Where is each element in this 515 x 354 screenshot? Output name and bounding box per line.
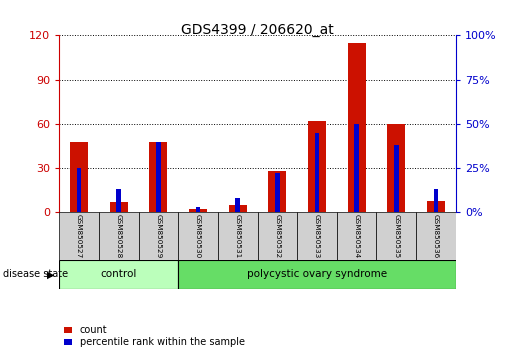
- Bar: [434, 189, 438, 212]
- Bar: [229, 205, 247, 212]
- Bar: [196, 207, 200, 212]
- Text: GSM850529: GSM850529: [156, 214, 161, 258]
- Text: GSM850530: GSM850530: [195, 214, 201, 258]
- Text: polycystic ovary syndrome: polycystic ovary syndrome: [247, 269, 387, 279]
- Bar: [178, 212, 218, 260]
- Text: GSM850536: GSM850536: [433, 214, 439, 258]
- Bar: [218, 212, 258, 260]
- Bar: [178, 260, 456, 289]
- Text: GSM850535: GSM850535: [393, 214, 399, 258]
- Bar: [308, 121, 326, 212]
- Text: GSM850531: GSM850531: [235, 214, 241, 258]
- Bar: [110, 202, 128, 212]
- Bar: [156, 142, 161, 212]
- Text: GDS4399 / 206620_at: GDS4399 / 206620_at: [181, 23, 334, 37]
- Bar: [77, 168, 81, 212]
- Text: control: control: [100, 269, 137, 279]
- Bar: [258, 212, 297, 260]
- Bar: [268, 171, 286, 212]
- Bar: [416, 212, 456, 260]
- Bar: [149, 142, 167, 212]
- Bar: [348, 43, 366, 212]
- Text: GSM850533: GSM850533: [314, 214, 320, 258]
- Bar: [376, 212, 416, 260]
- Text: GSM850527: GSM850527: [76, 214, 82, 258]
- Text: disease state: disease state: [3, 269, 67, 279]
- Bar: [275, 173, 280, 212]
- Text: ▶: ▶: [46, 270, 54, 280]
- Text: GSM850528: GSM850528: [116, 214, 122, 258]
- Bar: [59, 212, 99, 260]
- Bar: [189, 210, 207, 212]
- Bar: [235, 198, 240, 212]
- Bar: [59, 260, 178, 289]
- Bar: [427, 201, 445, 212]
- Bar: [387, 124, 405, 212]
- Text: GSM850534: GSM850534: [354, 214, 359, 258]
- Legend: count, percentile rank within the sample: count, percentile rank within the sample: [64, 325, 245, 347]
- Bar: [297, 212, 337, 260]
- Bar: [70, 142, 88, 212]
- Bar: [99, 212, 139, 260]
- Bar: [337, 212, 376, 260]
- Bar: [139, 212, 178, 260]
- Text: GSM850532: GSM850532: [274, 214, 280, 258]
- Bar: [116, 189, 121, 212]
- Bar: [394, 145, 399, 212]
- Bar: [315, 133, 319, 212]
- Bar: [354, 124, 359, 212]
